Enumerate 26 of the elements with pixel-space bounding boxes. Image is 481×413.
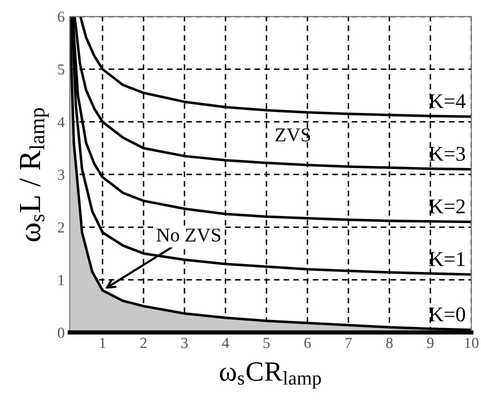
y-tick-label: 4 xyxy=(58,117,65,128)
y-tick-label: 5 xyxy=(58,64,64,75)
annotation: No ZVS xyxy=(156,228,220,242)
y-axis-title: ω$_{s}$L / R$_{lamp}$ xyxy=(20,108,49,242)
x-tick-label: 4 xyxy=(222,338,230,348)
x-tick-label: 2 xyxy=(140,338,146,348)
y-tick-label: 6 xyxy=(58,12,64,22)
x-tick-label: 7 xyxy=(346,338,352,348)
x-tick-label: 9 xyxy=(427,338,434,348)
x-tick-label: 3 xyxy=(181,338,188,348)
y-tick-label: 2 xyxy=(58,222,64,232)
series-label: K=4 xyxy=(429,94,466,108)
series-label: K=0 xyxy=(429,307,466,322)
x-tick-label: 8 xyxy=(386,338,393,348)
x-tick-label: 10 xyxy=(465,338,478,348)
x-tick-label: 6 xyxy=(304,338,311,348)
y-tick-label: 0 xyxy=(58,328,64,338)
x-axis-title: ω$_{s}$CR$_{lamp}$ xyxy=(220,362,321,389)
series-label: K=3 xyxy=(429,146,466,161)
series-label: K=1 xyxy=(429,252,465,266)
y-tick-label: 3 xyxy=(58,170,64,180)
x-tick-label: 1 xyxy=(100,338,106,348)
annotation: ZVS xyxy=(276,128,310,142)
x-tick-label: 5 xyxy=(264,338,270,348)
y-tick-label: 1 xyxy=(58,275,64,286)
series-label: K=2 xyxy=(429,199,465,214)
